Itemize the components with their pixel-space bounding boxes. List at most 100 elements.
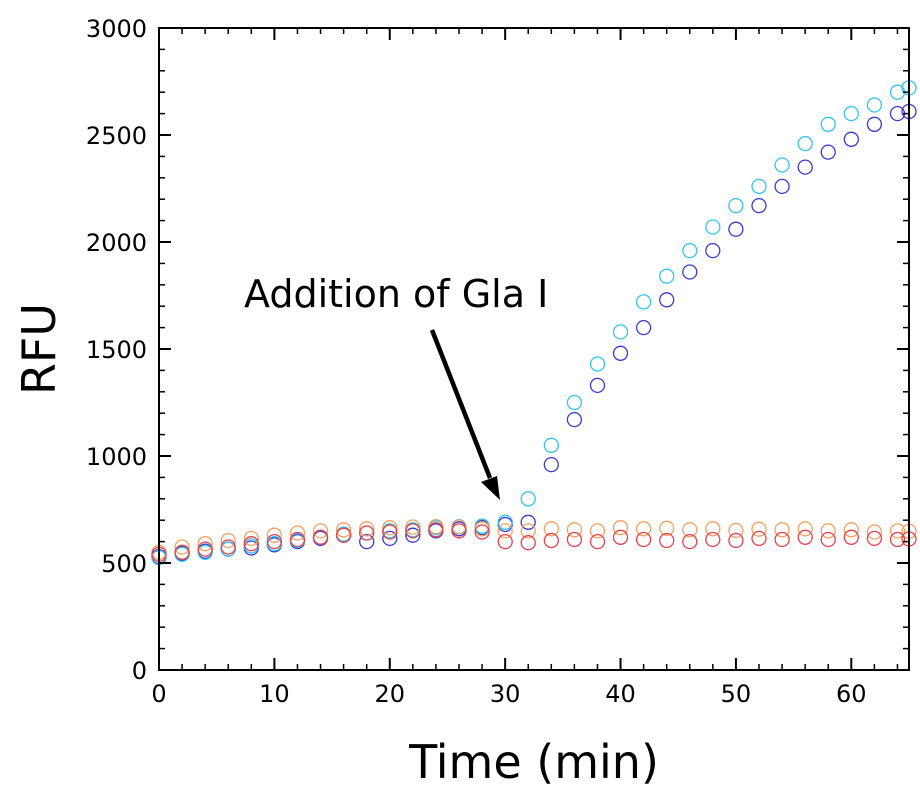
data-point — [682, 264, 698, 280]
data-point — [866, 97, 883, 113]
data-point — [612, 324, 629, 340]
data-point — [659, 520, 675, 536]
data-point — [312, 529, 329, 545]
annotation-arrow-head — [481, 476, 500, 500]
data-point — [474, 521, 490, 537]
data-point — [797, 135, 813, 152]
data-point — [359, 533, 375, 550]
data-point — [682, 533, 698, 550]
data-point — [843, 105, 859, 122]
data-point — [820, 523, 836, 539]
x-axis-title: Time (min) — [408, 735, 659, 789]
data-point — [566, 411, 583, 428]
data-point — [589, 533, 606, 550]
data-point — [243, 536, 259, 552]
data-point — [589, 523, 606, 539]
data-point — [405, 523, 421, 539]
data-point — [520, 491, 536, 507]
data-point — [589, 356, 606, 372]
data-point — [220, 532, 236, 549]
data-point — [705, 242, 721, 259]
y-tick-label: 500 — [101, 550, 147, 578]
data-point — [843, 131, 859, 147]
data-point — [728, 532, 744, 549]
data-point — [843, 529, 859, 545]
data-point — [243, 530, 259, 547]
data-point — [612, 529, 629, 545]
annotation-text: Addition of Gla I — [244, 272, 548, 316]
data-point — [543, 456, 559, 473]
data-point — [705, 521, 721, 537]
data-point — [451, 519, 467, 535]
data-point — [197, 544, 213, 560]
data-point — [774, 178, 790, 195]
data-point — [289, 531, 306, 548]
y-tick-label: 2000 — [86, 229, 147, 257]
data-point — [266, 527, 283, 543]
data-point — [312, 523, 329, 539]
annotation-arrow — [429, 329, 500, 500]
data-point — [566, 522, 583, 538]
data-point — [543, 532, 559, 549]
x-tick-label: 60 — [836, 680, 867, 708]
data-series — [151, 522, 917, 563]
data-point — [820, 116, 836, 132]
data-point — [382, 524, 398, 540]
data-point — [359, 525, 375, 541]
data-point — [774, 522, 790, 538]
data-point — [820, 531, 836, 548]
data-point — [543, 521, 559, 537]
data-point — [566, 394, 583, 411]
data-point — [659, 268, 675, 284]
data-point — [520, 514, 536, 530]
data-point — [728, 522, 744, 539]
data-point — [382, 530, 398, 547]
data-point — [359, 521, 375, 537]
data-point — [728, 197, 744, 214]
data-point — [635, 521, 652, 537]
x-tick-label: 40 — [605, 680, 636, 708]
markers-layer — [151, 80, 917, 566]
data-point — [612, 345, 629, 361]
data-point — [820, 144, 836, 160]
data-point — [635, 319, 652, 336]
data-point — [566, 531, 583, 548]
x-tick-label: 10 — [259, 680, 290, 708]
y-tick-label: 0 — [132, 657, 147, 685]
data-point — [682, 242, 698, 259]
data-point — [751, 530, 767, 547]
data-point — [889, 523, 906, 539]
x-tick-label: 30 — [490, 680, 521, 708]
y-axis-title: RFU — [12, 303, 66, 395]
y-tick-label: 2500 — [86, 122, 147, 150]
data-point — [635, 531, 652, 548]
data-point — [266, 533, 283, 550]
data-point — [451, 523, 467, 539]
data-point — [705, 219, 721, 235]
ticks-layer: 0 10 20 30 40 50 60 0 500 1000 1500 2000 2500 3000 — [86, 15, 909, 708]
data-series — [151, 518, 917, 560]
y-tick-label: 1000 — [86, 443, 147, 471]
data-point — [497, 523, 513, 539]
data-point — [497, 514, 513, 530]
data-point — [174, 544, 190, 560]
data-point — [335, 522, 352, 538]
data-point — [220, 539, 236, 555]
data-point — [866, 524, 883, 540]
y-tick-label: 3000 — [86, 15, 147, 43]
data-point — [428, 518, 444, 535]
data-point — [405, 519, 421, 535]
data-point — [335, 527, 352, 543]
data-point — [728, 221, 744, 237]
data-point — [774, 157, 790, 173]
data-point — [797, 159, 813, 175]
data-point — [866, 116, 883, 132]
data-point — [520, 523, 536, 539]
data-point — [751, 197, 767, 214]
data-point — [751, 521, 767, 537]
data-point — [659, 532, 675, 549]
data-point — [174, 539, 190, 555]
data-point — [405, 527, 421, 543]
data-point — [497, 533, 513, 550]
